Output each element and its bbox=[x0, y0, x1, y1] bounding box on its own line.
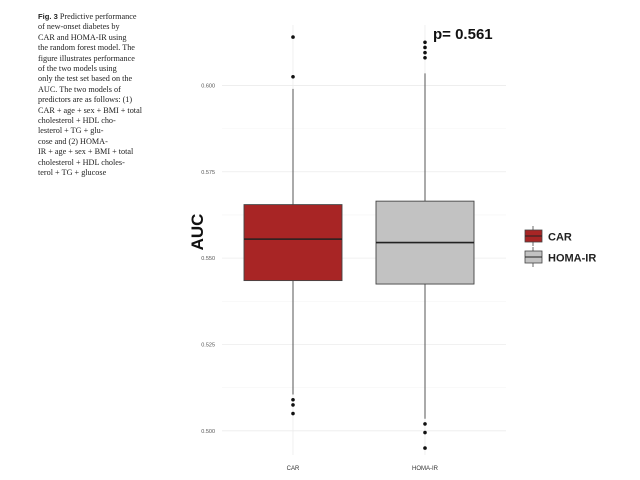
figure-label: Fig. 3 bbox=[38, 12, 58, 21]
caption-line: CAR and HOMA-IR using bbox=[38, 32, 127, 42]
y-axis-label: AUC bbox=[188, 214, 207, 251]
outlier-point bbox=[423, 56, 427, 60]
caption-line: cose and (2) HOMA- bbox=[38, 136, 108, 146]
caption-line: cholesterol + HDL choles- bbox=[38, 157, 125, 167]
y-tick-label: 0.550 bbox=[201, 256, 215, 262]
caption-line: terol + TG + glucose bbox=[38, 168, 107, 178]
caption-text: Predictive performance of new-onset diabe… bbox=[38, 12, 142, 177]
y-tick-label: 0.500 bbox=[201, 429, 215, 435]
x-tick-label: HOMA-IR bbox=[412, 466, 439, 472]
caption-line: lesterol + TG + glu- bbox=[38, 126, 104, 136]
outlier-point bbox=[423, 430, 427, 435]
box-car bbox=[243, 204, 343, 282]
outlier-point bbox=[423, 422, 427, 426]
caption-line: predictors are as follows: (1) bbox=[38, 95, 133, 105]
caption-line: of the two models using bbox=[38, 64, 117, 74]
x-tick-label: CAR bbox=[287, 466, 300, 472]
outlier-point bbox=[291, 397, 295, 402]
outlier-point bbox=[423, 40, 427, 45]
outlier-point bbox=[291, 403, 295, 407]
y-tick-label: 0.600 bbox=[201, 83, 215, 89]
figure-caption: Fig. 3 Predictive performance of new-onse… bbox=[38, 12, 178, 179]
caption-line: cholesterol + HDL cho- bbox=[38, 116, 116, 126]
y-tick-label: 0.525 bbox=[201, 342, 215, 348]
caption-line: the random forest model. The bbox=[38, 43, 135, 53]
caption-line: IR + age + sex + BMI + total bbox=[38, 147, 134, 157]
caption-line: Predictive performance bbox=[59, 12, 137, 21]
outlier-point bbox=[423, 50, 427, 55]
legend-label: CAR bbox=[548, 232, 572, 244]
caption-line: only the test set based on the bbox=[38, 74, 133, 84]
outlier-point bbox=[291, 75, 295, 79]
caption-line: figure illustrates performance bbox=[38, 53, 135, 63]
outlier-point bbox=[291, 411, 295, 416]
caption-line: of new-onset diabetes by bbox=[38, 22, 120, 32]
outlier-point bbox=[423, 446, 427, 450]
outlier-point bbox=[423, 45, 427, 50]
p-value-annotation: p= 0.561 bbox=[433, 26, 493, 43]
caption-line: AUC. The two models of bbox=[38, 84, 121, 94]
caption-line: CAR + age + sex + BMI + total bbox=[38, 105, 142, 115]
outlier-point bbox=[291, 35, 295, 39]
y-tick-label: 0.575 bbox=[201, 170, 215, 176]
legend-label: HOMA-IR bbox=[548, 253, 596, 265]
